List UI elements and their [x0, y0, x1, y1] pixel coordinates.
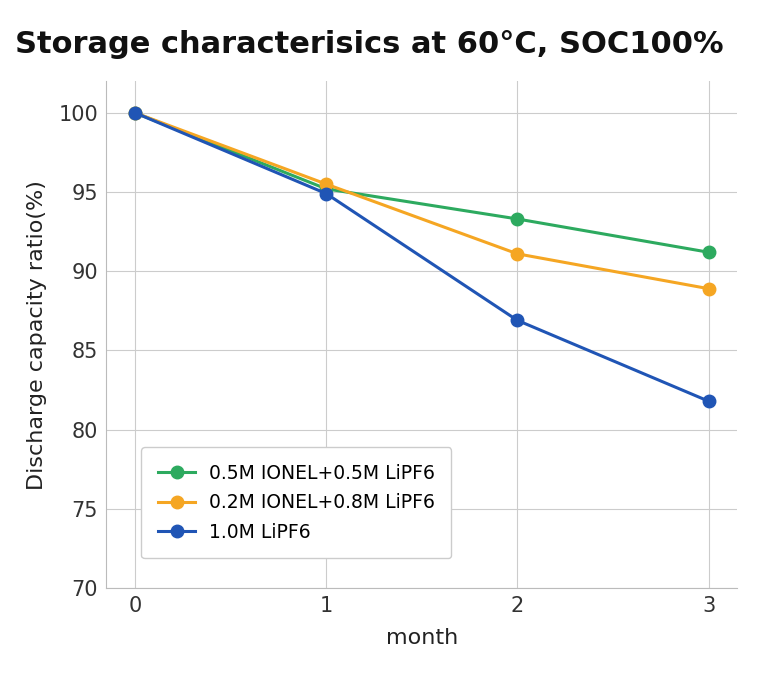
- 0.5M IONEL+0.5M LiPF6: [131, 109, 140, 117]
- Text: Storage characterisics at 60°C, SOC100%: Storage characterisics at 60°C, SOC100%: [15, 30, 724, 59]
- 0.5M IONEL+0.5M LiPF6: [321, 185, 331, 193]
- 0.5M IONEL+0.5M LiPF6: [704, 248, 713, 256]
- Line: 0.5M IONEL+0.5M LiPF6: 0.5M IONEL+0.5M LiPF6: [129, 107, 714, 258]
- 1.0M LiPF6: [131, 109, 140, 117]
- Y-axis label: Discharge capacity ratio(%): Discharge capacity ratio(%): [27, 180, 47, 489]
- Legend: 0.5M IONEL+0.5M LiPF6, 0.2M IONEL+0.8M LiPF6, 1.0M LiPF6: 0.5M IONEL+0.5M LiPF6, 0.2M IONEL+0.8M L…: [141, 447, 451, 558]
- 0.2M IONEL+0.8M LiPF6: [513, 249, 522, 258]
- X-axis label: month: month: [385, 627, 458, 648]
- 0.5M IONEL+0.5M LiPF6: [513, 215, 522, 223]
- 0.2M IONEL+0.8M LiPF6: [321, 180, 331, 188]
- Line: 1.0M LiPF6: 1.0M LiPF6: [129, 107, 714, 408]
- 1.0M LiPF6: [513, 316, 522, 324]
- 1.0M LiPF6: [321, 189, 331, 197]
- 1.0M LiPF6: [704, 397, 713, 405]
- 0.2M IONEL+0.8M LiPF6: [704, 285, 713, 293]
- Line: 0.2M IONEL+0.8M LiPF6: 0.2M IONEL+0.8M LiPF6: [129, 107, 714, 295]
- 0.2M IONEL+0.8M LiPF6: [131, 109, 140, 117]
